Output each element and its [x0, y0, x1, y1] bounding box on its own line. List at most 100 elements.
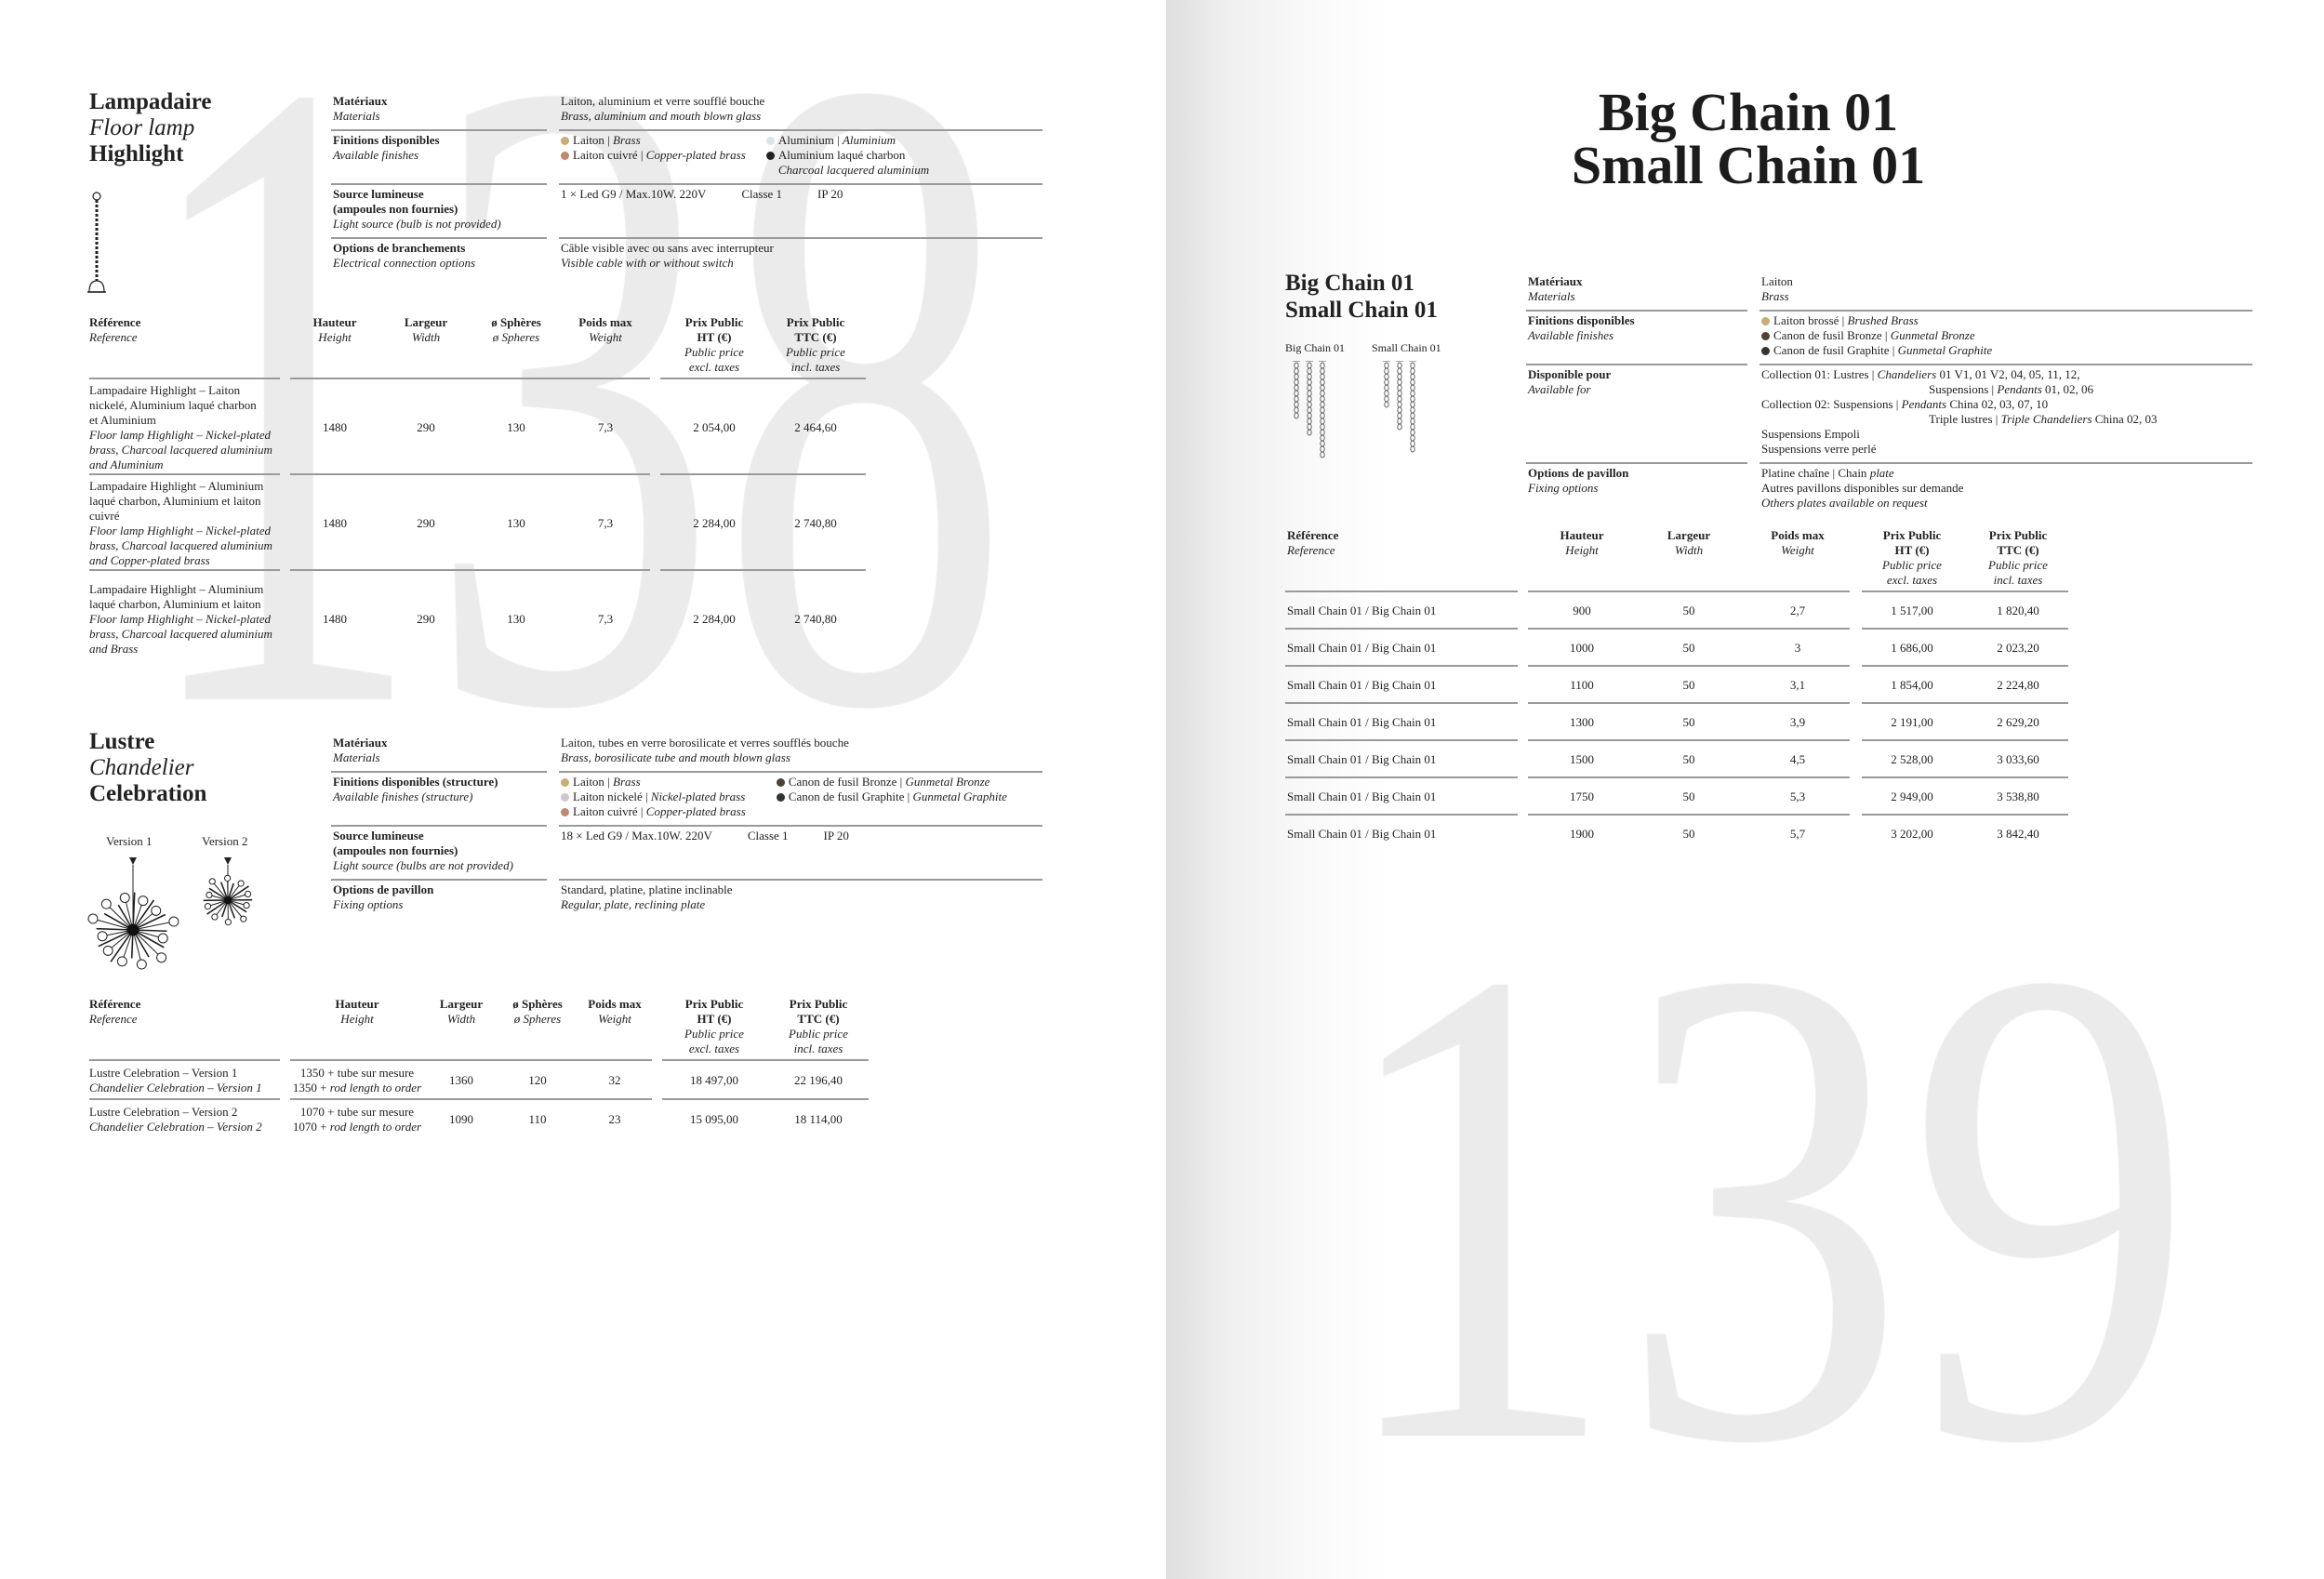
header-en: Width — [411, 330, 441, 344]
header-fr: Référence — [89, 997, 141, 1011]
arm — [92, 918, 134, 931]
table-row-reference: Lustre Celebration – Version 1 Chandelier… — [89, 1066, 262, 1095]
header-en: Public price — [786, 345, 845, 359]
row-divider — [660, 378, 866, 379]
table-cell: 2 054,00 — [693, 419, 736, 434]
chain-link — [1384, 378, 1389, 386]
text: Brass — [1761, 289, 1789, 303]
row-divider — [290, 473, 650, 475]
table-cell: 1480 — [323, 611, 347, 626]
spec-label: Source lumineuse (ampoules non fournies) L… — [331, 183, 547, 237]
chain-link — [1397, 412, 1402, 419]
finish-option: Canon de fusil Graphite | Gunmetal Graph… — [1761, 343, 1992, 358]
spec-label: Finitions disponibles Available finishes — [1526, 310, 1747, 364]
product-type: Lampadaire — [89, 89, 212, 114]
chain-link — [1384, 395, 1389, 403]
spec-label-en: Electrical connection options — [333, 256, 476, 270]
header-fr: Largeur — [1667, 528, 1711, 542]
spec-label-fr: Source lumineuse — [333, 187, 424, 201]
small-chain-label: Small Chain 01 — [1372, 341, 1441, 354]
table-cell: 130 — [507, 419, 525, 434]
chain-link — [1294, 373, 1299, 380]
table-cell: 1350 + tube sur mesure 1350 + rod length … — [293, 1066, 421, 1095]
light-source-value: 18 × Led G9 / Max.10W. 220V — [561, 829, 712, 843]
finish-en: Gunmetal Bronze — [1890, 328, 1975, 342]
ceiling-rose — [129, 857, 137, 865]
row-divider — [290, 1098, 652, 1100]
chain-link — [1294, 378, 1299, 386]
spec-label-fr: Matériaux — [333, 736, 388, 750]
chain-link — [1320, 362, 1325, 369]
arm — [110, 929, 134, 962]
finish-en: Brass — [613, 133, 641, 147]
chain-link — [1410, 395, 1415, 403]
column-header: Largeur Width — [405, 315, 447, 345]
reference-line: brass, Charcoal lacquered aluminium — [89, 537, 272, 552]
glass-sphere — [237, 880, 245, 887]
finish-swatch-brass — [1761, 317, 1770, 325]
finish-swatch-brass — [561, 778, 569, 787]
finish-swatch-nickel — [561, 793, 569, 802]
spec-label: Finitions disponibles (structure) Availab… — [331, 771, 547, 825]
table-cell: 290 — [417, 515, 435, 530]
spec-label-fr: (ampoules non fournies) — [333, 202, 458, 216]
text: Autres pavillons disponibles sur demande — [1761, 481, 1964, 495]
row-divider — [89, 569, 280, 571]
chandelier-version-1-icon — [87, 857, 179, 970]
header-en: Public price — [684, 1027, 744, 1041]
light-source-value: IP 20 — [817, 187, 843, 201]
chain-link — [1397, 418, 1402, 425]
text: Collection 01: Lustres | — [1761, 367, 1878, 381]
row-divider — [1862, 628, 2068, 630]
arm — [211, 881, 229, 901]
chain-link — [1410, 429, 1415, 436]
row-divider — [290, 378, 650, 379]
reference-line: Small Chain 01 / Big Chain 01 — [1287, 790, 1437, 803]
header-fr: Prix Public — [1988, 528, 2048, 542]
chain-link — [1397, 401, 1402, 408]
glass-sphere — [136, 959, 147, 970]
header-en: Height — [318, 330, 352, 344]
chain-link — [1294, 362, 1299, 369]
reference-line: Floor lamp Highlight – Nickel-plated — [89, 523, 271, 537]
chain-link — [1294, 395, 1299, 403]
table-cell: 900 — [1573, 604, 1591, 617]
glass-sphere — [243, 901, 250, 909]
spec-value: Laiton, aluminium et verre soufflé bouch… — [559, 92, 1042, 129]
chain-link — [1307, 406, 1312, 414]
finish-option: Canon de fusil Bronze | Gunmetal Bronze — [1761, 328, 1975, 343]
spec-label-fr: Options de pavillon — [333, 882, 434, 896]
spec-value: Câble visible avec ou sans avec interrup… — [559, 237, 1042, 276]
chain-link — [1410, 423, 1415, 431]
table-row-reference: Small Chain 01 / Big Chain 01 — [1287, 790, 1436, 804]
reference-line: nickelé, Aluminium laqué charbon — [89, 397, 257, 412]
glass-sphere — [100, 898, 112, 909]
table-cell: 2 740,80 — [794, 515, 837, 530]
chain-link — [1294, 412, 1299, 419]
arm — [132, 892, 136, 931]
glass-sphere — [87, 913, 99, 924]
reference-line: Lampadaire Highlight – Aluminium — [89, 581, 264, 596]
chain-link — [1397, 423, 1402, 431]
chain-link — [1397, 373, 1402, 380]
glass-sphere — [244, 890, 252, 898]
finish-option: Aluminium laqué charbon — [765, 148, 1042, 163]
reference-line: Chandelier Celebration – Version 1 — [89, 1081, 262, 1095]
table-cell: 1750 — [1570, 790, 1594, 803]
finish-swatch-charcoal — [765, 152, 775, 160]
header-en: incl. taxes — [793, 1042, 843, 1055]
finish-en: Brushed Brass — [1847, 313, 1919, 327]
spec-row: Options de pavillon Fixing options Platine… — [1526, 462, 2252, 516]
header-fr: TTC (€) — [797, 1012, 840, 1026]
column-header: Hauteur Height — [336, 997, 379, 1027]
finish-en: Gunmetal Bronze — [905, 775, 990, 789]
header-en: incl. taxes — [790, 360, 841, 374]
chain-link — [1320, 378, 1325, 386]
glass-sphere — [206, 891, 213, 899]
spec-row: Finitions disponibles Available finishes L… — [1526, 310, 2252, 364]
row-divider — [1528, 665, 1850, 667]
finish-fr: Laiton nickelé | — [573, 790, 651, 803]
header-en: Width — [446, 1012, 476, 1026]
header-fr: ø Sphères — [512, 997, 563, 1011]
